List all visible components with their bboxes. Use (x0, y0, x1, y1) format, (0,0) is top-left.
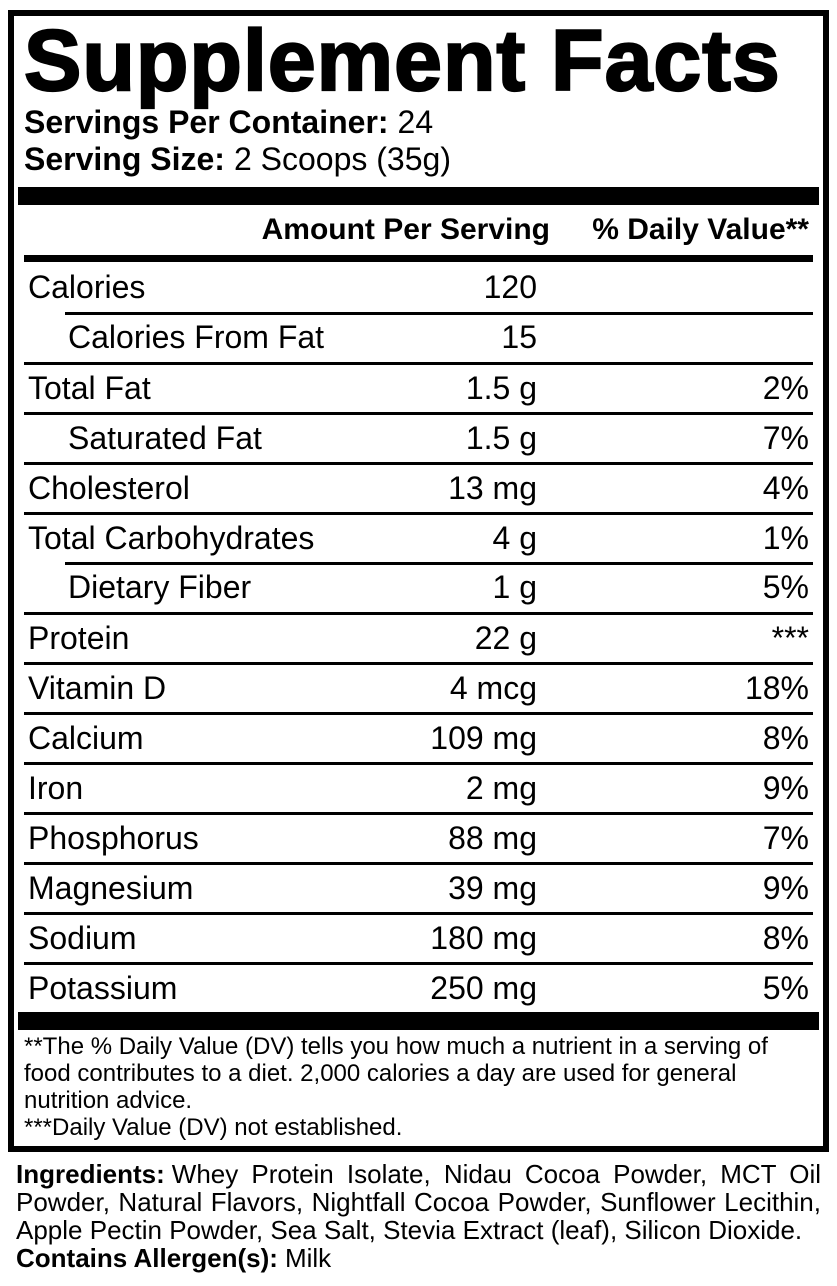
row-label: Cholesterol (28, 470, 190, 506)
footnote-line: ***Daily Value (DV) not established. (24, 1114, 403, 1141)
table-header: Amount Per Serving % Daily Value** (24, 205, 813, 262)
row-amount: 109 mg (430, 720, 537, 756)
table-row-magnesium: Magnesium 39 mg 9% (24, 862, 813, 912)
row-daily-value: 2% (762, 370, 809, 406)
row-label: Potassium (28, 970, 178, 1006)
row-amount: 39 mg (448, 870, 537, 906)
row-label: Saturated Fat (68, 420, 262, 456)
separator-bar-bottom (18, 1012, 819, 1030)
allergen-value: Milk (284, 1243, 332, 1273)
table-row-calcium: Calcium 109 mg 8% (24, 712, 813, 762)
row-label: Calcium (28, 720, 144, 756)
row-amount: 13 mg (448, 470, 537, 506)
ingredients-section: Ingredients: Whey Protein Isolate, Nidau … (8, 1160, 829, 1272)
row-amount: 1 g (492, 568, 537, 605)
row-daily-value: 18% (744, 670, 809, 706)
ingredients-line: Ingredients: Whey Protein Isolate, Nidau … (16, 1160, 821, 1188)
row-daily-value: *** (771, 620, 809, 656)
footnotes: **The % Daily Value (DV) tells you how m… (24, 1030, 813, 1146)
row-amount: 15 (501, 318, 537, 355)
supplement-label-page: { "colors": { "ink": "#000000", "backgro… (0, 10, 837, 1286)
table-row-total-fat: Total Fat 1.5 g 2% (24, 362, 813, 412)
row-daily-value: 8% (762, 720, 809, 756)
column-header-daily-value: % Daily Value** (592, 213, 809, 246)
serving-size: Serving Size: 2 Scoops (35g) (24, 141, 813, 178)
table-row-potassium: Potassium 250 mg 5% (24, 962, 813, 1012)
table-row-dietary-fiber: Dietary Fiber 1 g 5% (24, 562, 813, 612)
row-amount: 1.5 g (465, 370, 537, 406)
ingredients-line: Powder, Natural Flavors, Nightfall Cocoa… (16, 1187, 821, 1217)
row-daily-value: 5% (762, 568, 809, 605)
serving-size-value: 2 Scoops (35g) (233, 141, 451, 177)
table-row-vitamin-d: Vitamin D 4 mcg 18% (24, 662, 813, 712)
row-daily-value: 5% (762, 970, 809, 1006)
row-daily-value: 1% (762, 520, 809, 556)
row-amount: 88 mg (448, 820, 537, 856)
row-daily-value: 9% (762, 870, 809, 906)
servings-per-container-value: 24 (397, 104, 434, 140)
row-label: Magnesium (28, 870, 194, 906)
row-label: Total Carbohydrates (28, 520, 315, 556)
row-daily-value: 7% (762, 420, 809, 456)
row-label: Dietary Fiber (68, 568, 252, 605)
row-amount: 2 mg (465, 770, 537, 806)
supplement-facts-panel: Supplement Facts Servings Per Container:… (8, 10, 829, 1152)
separator-bar-top (18, 187, 819, 205)
row-amount: 180 mg (430, 920, 537, 956)
allergen-label: Contains Allergen(s): (16, 1243, 278, 1273)
serving-size-label: Serving Size: (24, 141, 225, 177)
row-amount: 4 g (492, 520, 537, 556)
table-row-protein: Protein 22 g *** (24, 612, 813, 662)
ingredients-line: Apple Pectin Powder, Sea Salt, Stevia Ex… (16, 1215, 803, 1245)
ingredients-label: Ingredients: (16, 1159, 165, 1189)
table-row-calories: Calories 120 (24, 262, 813, 312)
table-row-phosphorus: Phosphorus 88 mg 7% (24, 812, 813, 862)
servings-per-container-label: Servings Per Container: (24, 104, 389, 140)
row-label: Iron (28, 770, 84, 806)
row-daily-value: 4% (762, 470, 809, 506)
row-amount: 22 g (474, 620, 537, 656)
row-label: Phosphorus (28, 820, 199, 856)
row-amount: 1.5 g (465, 420, 537, 456)
row-daily-value: 9% (762, 770, 809, 806)
table-row-sodium: Sodium 180 mg 8% (24, 912, 813, 962)
column-header-amount: Amount Per Serving (261, 213, 550, 246)
row-label: Protein (28, 620, 130, 656)
table-row-calories-from-fat: Calories From Fat 15 (24, 312, 813, 362)
row-label: Vitamin D (28, 670, 167, 706)
ingredients-text: Whey Protein Isolate, Nidau Cocoa Powder… (171, 1159, 821, 1189)
row-amount: 120 (483, 268, 537, 305)
table-row-saturated-fat: Saturated Fat 1.5 g 7% (24, 412, 813, 462)
footnote-line: food contributes to a diet. 2,000 calori… (24, 1060, 737, 1087)
row-label: Calories From Fat (68, 318, 325, 355)
nutrient-table: Calories 120 Calories From Fat 15 Total … (24, 262, 813, 1012)
table-row-total-carbohydrates: Total Carbohydrates 4 g 1% (24, 512, 813, 562)
allergen-line: Contains Allergen(s): Milk (16, 1244, 821, 1272)
row-amount: 250 mg (430, 970, 537, 1006)
footnote-line: **The % Daily Value (DV) tells you how m… (24, 1033, 768, 1060)
row-daily-value: 8% (762, 920, 809, 956)
row-label: Calories (28, 268, 146, 305)
table-row-iron: Iron 2 mg 9% (24, 762, 813, 812)
table-row-cholesterol: Cholesterol 13 mg 4% (24, 462, 813, 512)
row-amount: 4 mcg (449, 670, 537, 706)
row-label: Sodium (28, 920, 137, 956)
row-label: Total Fat (28, 370, 151, 406)
servings-per-container: Servings Per Container: 24 (24, 104, 813, 141)
row-daily-value: 7% (762, 820, 809, 856)
footnote-line: nutrition advice. (24, 1087, 193, 1114)
panel-title: Supplement Facts (23, 13, 781, 109)
